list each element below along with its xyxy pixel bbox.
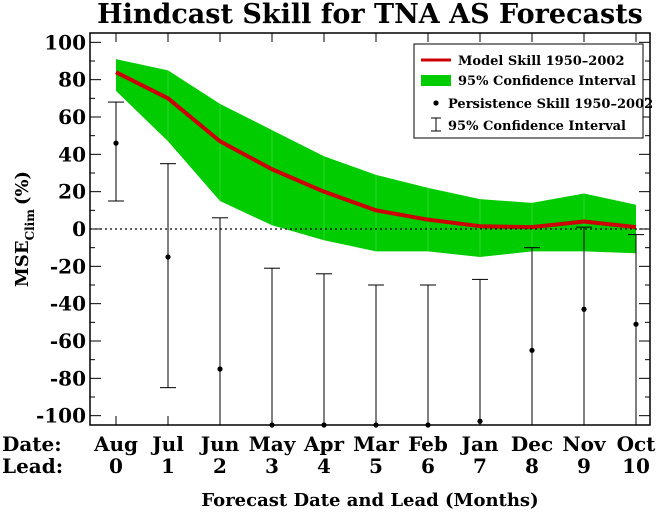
- x-lead-label: 4: [317, 454, 331, 478]
- x-category-label: Aug: [93, 432, 138, 456]
- legend-label-persistence-skill: Persistence Skill 1950–2002: [448, 97, 653, 112]
- y-tick-label: 60: [58, 105, 86, 129]
- legend-label-persistence-ci: 95% Confidence Interval: [448, 119, 626, 134]
- persistence-point: [113, 140, 119, 146]
- x-category-label: Jun: [199, 432, 240, 456]
- x-category-label: Jul: [150, 432, 184, 456]
- legend-swatch-persistence-ci: [431, 117, 441, 132]
- persistence-point: [217, 366, 223, 372]
- y-tick-label: -40: [50, 292, 86, 316]
- x-category-label: Oct: [617, 432, 657, 456]
- y-tick-label: 100: [44, 30, 86, 54]
- row-label-lead: Lead:: [2, 454, 63, 478]
- legend-box: [413, 43, 644, 139]
- x-lead-label: 10: [622, 454, 650, 478]
- legend-label-model-ci: 95% Confidence Interval: [458, 74, 636, 89]
- y-tick-label: 20: [58, 180, 86, 204]
- y-tick-label: -20: [50, 254, 86, 278]
- axis-tick-layer: 100806040200-20-40-60-80-100Aug0Jul1Jun2…: [36, 30, 656, 478]
- y-axis-label-unit: (%): [12, 171, 33, 205]
- chart-title: Hindcast Skill for TNA AS Forecasts: [97, 0, 643, 30]
- x-lead-label: 2: [213, 454, 227, 478]
- x-category-label: Dec: [511, 432, 553, 456]
- x-lead-label: 5: [369, 454, 383, 478]
- x-lead-label: 7: [473, 454, 487, 478]
- svg-text:MSEClim(%): MSEClim (%): [12, 171, 37, 287]
- y-tick-label: -60: [50, 329, 86, 353]
- y-axis-label-sub: Clim: [23, 209, 37, 241]
- model-skill-line-layer: [115, 70, 637, 230]
- persistence-point: [165, 254, 171, 260]
- y-tick-label: -80: [50, 366, 86, 390]
- persistence-point: [633, 321, 639, 327]
- legend-swatch-persistence-skill: [433, 100, 439, 106]
- x-axis-label: Forecast Date and Lead (Months): [201, 490, 538, 511]
- y-tick-label: 80: [58, 68, 86, 92]
- x-lead-label: 8: [525, 454, 539, 478]
- x-lead-label: 6: [421, 454, 435, 478]
- y-tick-label: 40: [58, 142, 86, 166]
- persistence-point: [529, 347, 535, 353]
- x-lead-label: 3: [265, 454, 279, 478]
- legend-label-model-skill: Model Skill 1950–2002: [458, 54, 625, 69]
- x-lead-label: 1: [161, 454, 175, 478]
- y-axis-label-main: MSE: [12, 240, 33, 287]
- legend-swatch-model-ci: [421, 75, 451, 86]
- x-category-label: Mar: [353, 432, 399, 456]
- x-category-label: Feb: [408, 432, 448, 456]
- y-tick-label: 0: [72, 217, 86, 241]
- persistence-point: [581, 306, 587, 312]
- persistence-point-layer: [113, 140, 639, 428]
- x-category-label: May: [249, 432, 297, 456]
- row-label-date: Date:: [2, 432, 62, 456]
- persistence-errorbar-layer: [108, 101, 644, 425]
- legend: Model Skill 1950–2002 95% Confidence Int…: [413, 43, 653, 139]
- x-category-label: Jan: [460, 432, 499, 456]
- model-skill-line: [115, 70, 637, 230]
- x-category-label: Apr: [303, 432, 345, 456]
- y-tick-label: -100: [36, 404, 86, 428]
- x-lead-label: 9: [577, 454, 591, 478]
- model-ci-band: [116, 59, 636, 258]
- y-axis-label: MSEClim (%): [12, 171, 37, 287]
- x-category-label: Nov: [562, 432, 607, 456]
- x-lead-label: 0: [109, 454, 123, 478]
